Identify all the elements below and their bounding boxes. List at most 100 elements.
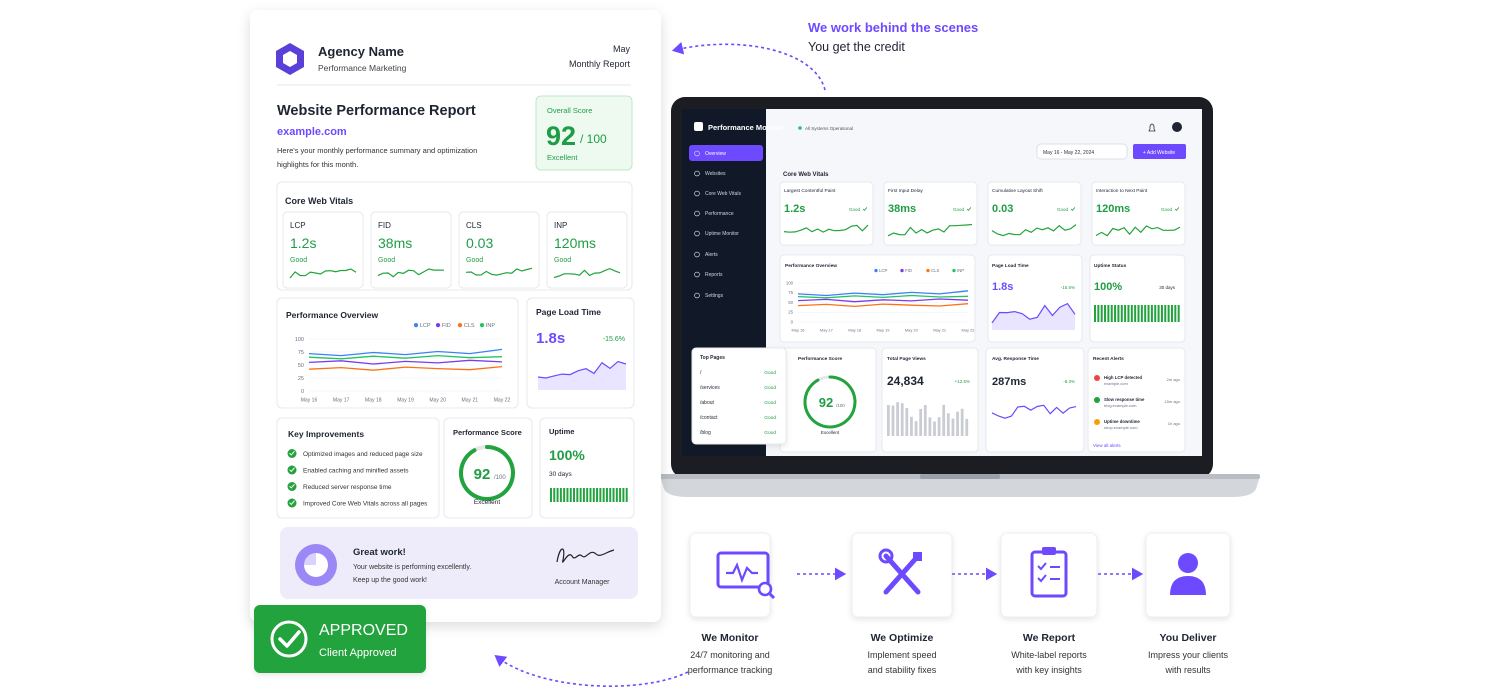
alert-title: Uptime downtime — [1104, 419, 1140, 424]
decor-bar — [586, 488, 589, 502]
note-line: Your website is performing excellently. — [353, 564, 471, 571]
vital-label: Interaction to Next Paint — [1096, 188, 1148, 194]
status-dot — [798, 126, 802, 130]
tagline: We work behind the scenes — [808, 20, 978, 35]
section-title: Key Improvements — [288, 429, 364, 439]
page-path: /contact — [700, 415, 718, 421]
x-tick-label: May 17 — [820, 327, 833, 332]
menu-item[interactable]: Alerts — [705, 252, 718, 258]
menu-item[interactable]: Reports — [705, 272, 723, 278]
check-icon — [289, 450, 295, 456]
legend-label: FID — [905, 268, 912, 273]
legend-label: INP — [486, 323, 496, 329]
bell-icon — [1148, 123, 1156, 132]
check-icon — [966, 207, 972, 211]
check-icon — [289, 500, 295, 506]
decor-bar — [1117, 305, 1120, 322]
sparkline — [553, 267, 621, 279]
date-range[interactable]: May 16 - May 22, 2024 — [1043, 150, 1094, 156]
page-path: /services — [700, 385, 720, 391]
card-title: Uptime Status — [1094, 263, 1127, 269]
series-line — [797, 303, 969, 308]
vital-label: CLS — [466, 221, 482, 230]
sparkline — [377, 268, 445, 278]
score-rating: Excellent — [474, 499, 501, 506]
card-title: Performance Score — [798, 356, 842, 362]
page-status: Good — [764, 430, 776, 436]
card — [1036, 143, 1128, 160]
step-line: with key insights — [1015, 665, 1082, 675]
signer: Account Manager — [555, 579, 611, 586]
period: Monthly Report — [569, 59, 631, 69]
card-value: 1.8s — [536, 330, 565, 347]
vital-status: Good — [849, 207, 861, 212]
card — [987, 254, 1083, 343]
step-title: We Monitor — [702, 632, 759, 644]
legend-dot — [435, 323, 441, 328]
y-tick-label: 50 — [788, 300, 793, 305]
alert-time: 1h ago — [1168, 421, 1181, 426]
sparkline — [991, 302, 1076, 324]
check-icon — [289, 467, 295, 473]
y-tick-label: 0 — [301, 389, 304, 395]
card-change: -15.6% — [603, 336, 625, 343]
decor-bar — [1150, 305, 1153, 322]
page-status: Good — [764, 415, 776, 421]
menu-item[interactable]: Core Web Vitals — [705, 191, 741, 197]
alert-site: blog.example.com — [1104, 403, 1137, 408]
alert-title: Slow response time — [1104, 397, 1145, 402]
brand: Performance Monitor — [708, 123, 784, 132]
approved-badge — [254, 605, 426, 673]
month: May — [613, 44, 631, 54]
note-title: Great work! — [353, 547, 406, 558]
decor-bar — [942, 404, 946, 436]
alert-time: 2m ago — [1167, 377, 1181, 382]
card-title: Page Load Time — [992, 263, 1029, 269]
check-icon — [289, 483, 295, 489]
menu-icon — [694, 292, 700, 299]
decor-bar — [1177, 305, 1180, 322]
menu-item[interactable]: Settings — [705, 293, 724, 299]
series-line — [308, 354, 503, 360]
decor-bar — [1124, 305, 1127, 322]
menu-item[interactable]: Overview — [705, 151, 726, 157]
agency-sub: Performance Marketing — [318, 63, 407, 73]
legend-label: LCP — [420, 323, 431, 329]
alerts-link[interactable]: View all alerts — [1093, 443, 1121, 448]
menu-item[interactable]: Performance — [705, 211, 734, 217]
menu-icon — [694, 170, 700, 177]
alert-icon — [1094, 397, 1100, 403]
decor-bar — [946, 413, 950, 436]
card — [883, 181, 978, 246]
x-tick-label: May 22 — [494, 398, 511, 404]
card-value: 1.8s — [992, 281, 1013, 293]
vital-status: Good — [554, 257, 571, 264]
legend-dot — [926, 268, 930, 273]
menu-item[interactable]: Websites — [705, 171, 726, 177]
decor-bar — [579, 488, 582, 502]
add-button-label[interactable]: + Add Website — [1143, 150, 1176, 156]
card-period: 30 days — [1159, 285, 1176, 290]
vital-label: Cumulative Layout Shift — [992, 188, 1043, 194]
y-tick-label: 25 — [298, 376, 304, 382]
decor-bar — [576, 488, 579, 502]
page-path: /blog — [700, 430, 711, 436]
signature — [556, 548, 615, 563]
decor-bar — [596, 488, 599, 502]
decor-bar — [891, 405, 895, 436]
decor-bar — [1144, 305, 1147, 322]
badge-title: APPROVED — [319, 622, 408, 639]
decor-bar — [887, 404, 890, 436]
sparkline — [991, 404, 1077, 419]
decor-bar — [1097, 305, 1100, 322]
logo — [694, 122, 703, 131]
improvement: Enabled caching and minified assets — [303, 468, 409, 475]
card — [985, 347, 1085, 453]
menu-item[interactable]: Uptime Monitor — [705, 231, 739, 237]
menu-icon — [694, 150, 700, 157]
add-button[interactable] — [1133, 144, 1186, 159]
decor-bar — [1130, 305, 1133, 322]
decor-bar — [1127, 305, 1130, 322]
decor-bar — [933, 421, 936, 436]
